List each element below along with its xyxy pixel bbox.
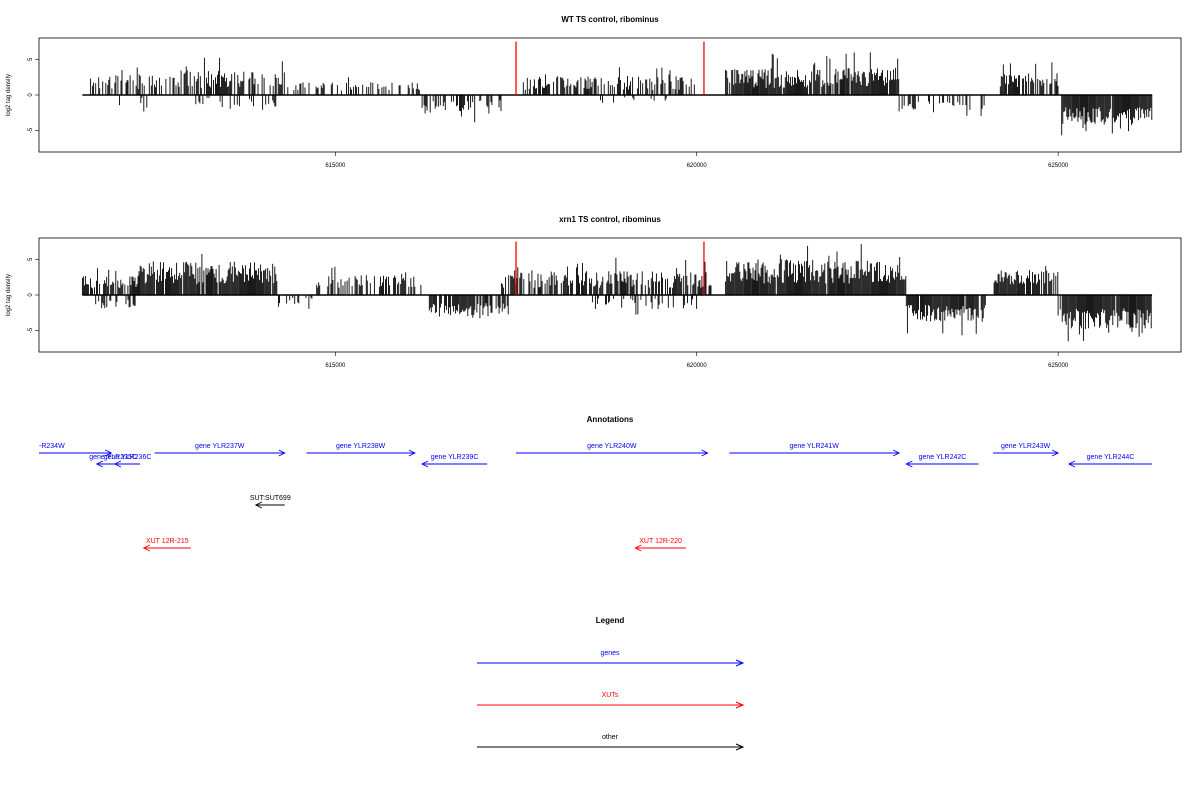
feature-label: gene YLR244C [1087,454,1135,461]
feature-label: gene YLR240W [587,443,637,450]
legend-title: Legend [596,616,625,625]
feature-label: gene YLR242C [919,454,967,461]
feature-arrowhead [142,544,151,552]
xrn1-panel-title: xrn1 TS control, ribominus [559,215,661,224]
feature-label: gene YLR241W [790,443,840,450]
feature-label: gene YLR238W [336,443,386,450]
feature-arrowhead [408,449,416,457]
legend-arrowhead [735,701,745,709]
feature-label: gene YLR237W [195,443,245,450]
xrn1-y-axis-label: log2 tag density [6,274,12,316]
feature-label: gene YLR235C [89,454,137,461]
feature-arrowhead [278,449,286,457]
feature-arrowhead [95,460,104,468]
y-tick-label: -5 [28,327,34,333]
feature-arrowhead [113,460,122,468]
feature-arrowhead [105,449,113,457]
feature-arrowhead [892,449,901,457]
annotations-title: Annotations [587,415,634,424]
x-tick-label: 625000 [1048,363,1069,369]
legend-label: XUTs [602,692,619,699]
feature-label: gene YLR243W [1001,443,1051,450]
feature-arrowhead [905,460,913,468]
x-tick-label: 620000 [687,363,708,369]
legend-arrowhead [735,659,745,667]
y-tick-label: -5 [28,127,34,133]
legend-label: other [602,734,619,741]
feature-label: gene YLR236C [104,454,152,461]
x-tick-label: 625000 [1048,163,1069,169]
feature-label: XUT 12R-220 [639,538,682,545]
wt-y-axis-label: log2 tag density [6,74,12,116]
x-tick-label: 615000 [325,363,346,369]
x-tick-label: 615000 [325,163,346,169]
legend-label: genes [600,650,620,657]
y-tick-label: 5 [28,257,34,261]
legend: Legend genes XUTs other [477,616,745,751]
xrn1-marks: 5 0 -5 615000 620000 625000 [28,237,1182,369]
feature-label: SUT:SUT699 [250,495,291,502]
xrn1-density-panel: xrn1 TS control, ribominus log2 tag dens… [6,215,1182,369]
x-tick-label: 620000 [687,163,708,169]
legend-arrowhead [735,743,745,751]
y-tick-label: 0 [28,93,34,97]
legend-items: genes XUTs other [477,650,745,751]
feature-label: gene YLR239C [431,454,479,461]
feature-label: XUT 12R-215 [146,538,189,545]
wt-panel-title: WT TS control, ribominus [561,15,659,24]
wt-density-panel: WT TS control, ribominus log2 tag densit… [6,15,1182,169]
feature-arrowhead [254,501,263,509]
y-tick-label: 5 [28,57,34,61]
y-tick-label: 0 [28,293,34,297]
feature-label: -R234W [39,443,65,450]
feature-arrowhead [1067,460,1076,468]
feature-arrowhead [701,449,709,457]
feature-arrowhead [1051,449,1060,457]
wt-marks: 5 0 -5 615000 620000 625000 [28,37,1182,169]
feature-arrowhead [634,544,642,552]
feature-arrowhead [421,460,429,468]
